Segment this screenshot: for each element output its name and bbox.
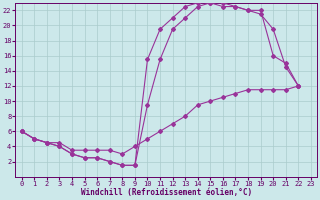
X-axis label: Windchill (Refroidissement éolien,°C): Windchill (Refroidissement éolien,°C)	[81, 188, 252, 197]
